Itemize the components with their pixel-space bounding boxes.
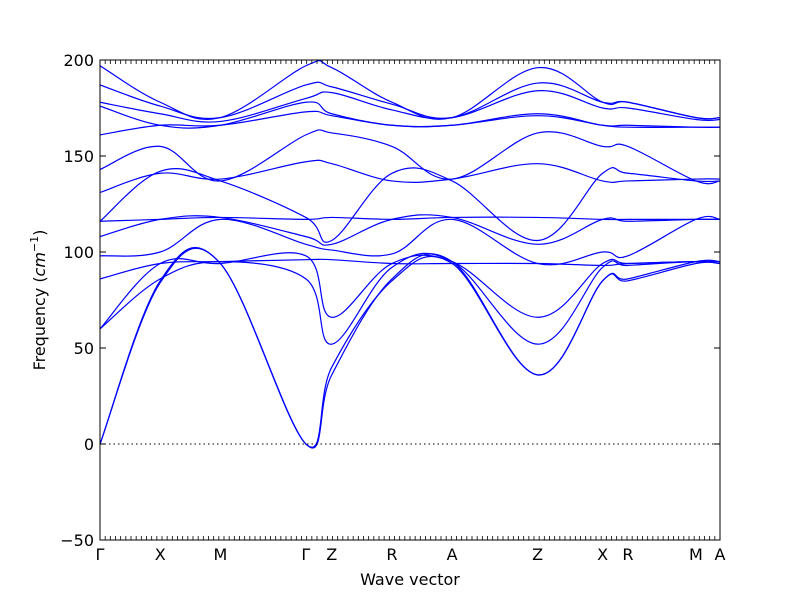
phonon-band-line bbox=[100, 101, 720, 129]
x-tick-label: A bbox=[715, 545, 726, 564]
y-tick-label: 200 bbox=[63, 51, 94, 70]
phonon-band-line bbox=[100, 246, 720, 448]
phonon-band-line bbox=[100, 216, 720, 222]
x-tick-label: Γ bbox=[301, 545, 310, 564]
y-axis-ticks: −50 0 50 100 150 200 bbox=[60, 51, 720, 550]
x-tick-label: R bbox=[622, 545, 633, 564]
x-tick-label: A bbox=[447, 545, 458, 564]
plot-frame bbox=[99, 59, 721, 541]
y-axis-label-exponent: −1 bbox=[28, 236, 41, 252]
x-tick-label: X bbox=[597, 545, 608, 564]
y-tick-label: 0 bbox=[84, 435, 94, 454]
x-tick-label: M bbox=[213, 545, 227, 564]
x-tick-label: Z bbox=[532, 545, 543, 564]
y-tick-label: 50 bbox=[74, 339, 94, 358]
phonon-band-line bbox=[100, 258, 720, 280]
phonon-band-line bbox=[100, 159, 720, 194]
x-tick-label: M bbox=[689, 545, 703, 564]
y-tick-label: 100 bbox=[63, 243, 94, 262]
y-tick-label: −50 bbox=[60, 531, 94, 550]
y-axis-label: Frequency (cm−1) bbox=[28, 230, 49, 371]
y-axis-label-close: ) bbox=[30, 230, 49, 236]
x-axis-label: Wave vector bbox=[360, 570, 460, 589]
phonon-band-line bbox=[100, 60, 720, 120]
phonon-bands bbox=[100, 60, 720, 449]
y-axis-label-unit: cm bbox=[30, 252, 49, 276]
x-tick-label: Γ bbox=[96, 545, 105, 564]
x-tick-label: Z bbox=[326, 545, 337, 564]
phonon-band-line bbox=[100, 215, 720, 266]
y-tick-label: 150 bbox=[63, 147, 94, 166]
phonon-band-line bbox=[100, 129, 720, 185]
x-tick-label: X bbox=[155, 545, 166, 564]
x-tick-label: R bbox=[386, 545, 397, 564]
y-axis-label-text: Frequency ( bbox=[30, 276, 49, 370]
